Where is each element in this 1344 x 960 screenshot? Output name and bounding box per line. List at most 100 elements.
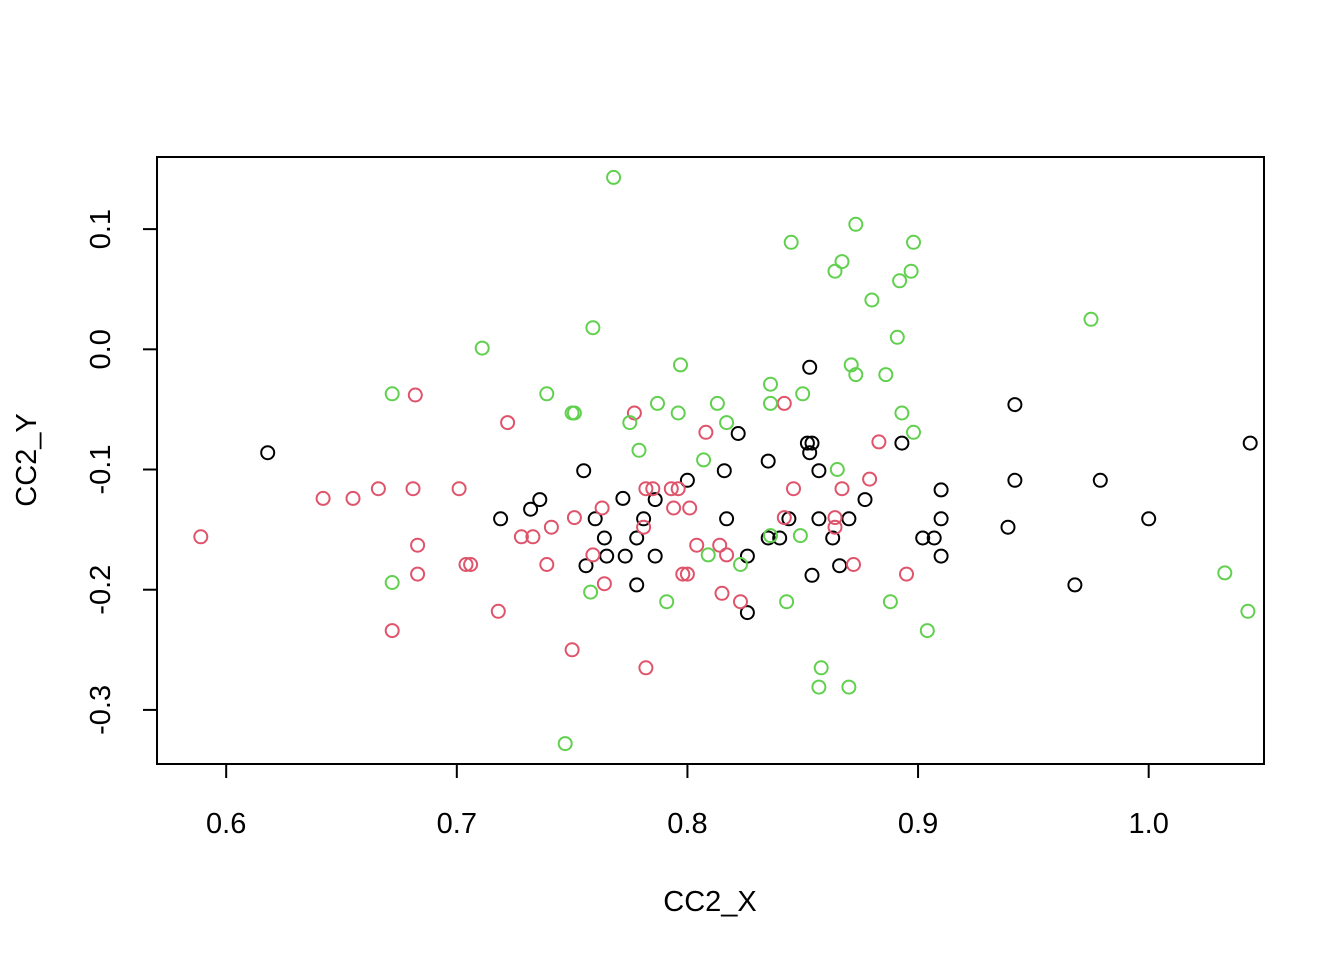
x-tick-label: 0.6	[206, 808, 246, 840]
data-point-group-1	[857, 492, 873, 508]
y-axis-label: CC2_Y	[11, 413, 43, 507]
x-tick-label: 0.8	[667, 808, 707, 840]
data-point-group-1	[576, 463, 592, 479]
data-point-group-1	[617, 548, 633, 564]
data-point-group-2	[663, 481, 679, 497]
data-point-group-1	[719, 511, 735, 527]
data-point-group-1	[716, 463, 732, 479]
data-point-group-2	[345, 490, 361, 506]
data-point-group-1	[260, 445, 276, 461]
data-point-group-2	[490, 603, 506, 619]
data-point-group-2	[566, 510, 582, 526]
data-point-group-3	[631, 442, 647, 458]
data-point-group-3	[673, 357, 688, 373]
data-point-group-1	[629, 577, 645, 593]
data-point-group-2	[564, 642, 580, 658]
y-tick-label: -0.2	[85, 565, 117, 615]
data-point-group-1	[1067, 577, 1083, 593]
data-point-group-1	[615, 490, 631, 506]
data-point-group-2	[645, 481, 661, 497]
data-point-group-3	[763, 528, 778, 544]
data-point-group-1	[825, 530, 841, 546]
data-point-group-3	[811, 679, 827, 695]
data-point-group-3	[566, 405, 582, 421]
data-point-group-1	[841, 511, 857, 527]
data-point-group-1	[804, 435, 820, 451]
data-point-group-3	[827, 263, 843, 279]
data-point-group-1	[1141, 511, 1157, 527]
data-point-group-1	[1242, 435, 1258, 451]
data-point-group-3	[733, 557, 748, 572]
data-point-group-2	[827, 519, 843, 535]
data-point-group-3	[1083, 311, 1099, 327]
data-point-group-3	[709, 395, 725, 411]
data-point-group-3	[829, 462, 845, 477]
y-tick-label: -0.3	[85, 685, 117, 735]
data-point-group-1	[1092, 472, 1108, 488]
data-point-group-3	[1240, 603, 1256, 619]
data-point-group-3	[841, 679, 857, 695]
data-point-group-3	[848, 216, 864, 232]
data-point-group-1	[802, 445, 818, 461]
data-point-group-1	[739, 605, 755, 621]
data-point-group-2	[638, 660, 654, 676]
data-point-group-3	[919, 623, 935, 639]
data-point-group-1	[599, 548, 615, 564]
data-point-group-1	[647, 548, 663, 564]
data-point-group-2	[410, 566, 426, 582]
data-point-group-2	[410, 537, 426, 553]
data-point-group-3	[834, 254, 850, 270]
data-point-group-3	[622, 415, 638, 431]
data-point-group-1	[802, 359, 818, 375]
data-point-group-1	[1007, 472, 1023, 488]
points-layer	[193, 169, 1258, 752]
data-point-group-2	[596, 576, 612, 592]
data-point-group-2	[585, 547, 601, 563]
data-point-group-3	[384, 386, 400, 402]
data-point-group-3	[892, 273, 908, 289]
data-point-group-1	[636, 511, 652, 527]
data-point-group-2	[594, 500, 610, 516]
data-point-group-2	[513, 529, 529, 545]
data-point-group-2	[719, 547, 735, 563]
data-point-group-2	[776, 395, 792, 411]
data-point-group-3	[906, 234, 921, 250]
data-point-group-1	[1007, 397, 1023, 413]
data-point-group-1	[915, 530, 931, 546]
data-point-group-1	[739, 548, 755, 564]
data-point-group-3	[583, 584, 599, 600]
data-point-group-3	[670, 405, 686, 421]
y-tick-label: 0.0	[85, 329, 117, 369]
data-point-group-3	[719, 415, 735, 431]
data-point-group-3	[539, 386, 555, 402]
data-point-group-1	[933, 482, 949, 498]
data-point-group-2	[689, 537, 705, 553]
data-point-group-2	[682, 500, 698, 516]
data-point-group-2	[871, 434, 887, 450]
data-point-group-3	[557, 736, 573, 752]
data-point-group-3	[813, 660, 829, 676]
data-point-group-2	[463, 557, 479, 572]
data-point-group-3	[906, 424, 921, 440]
data-point-group-1	[760, 530, 776, 546]
data-point-group-2	[675, 566, 691, 582]
y-tick-label: -0.1	[85, 445, 117, 495]
data-point-group-3	[696, 452, 712, 468]
data-point-group-3	[384, 575, 400, 590]
data-point-group-3	[763, 395, 778, 411]
data-point-group-2	[500, 415, 516, 431]
data-point-group-1	[772, 530, 788, 546]
data-point-group-2	[539, 557, 555, 572]
data-point-group-3	[889, 329, 905, 345]
data-point-group-2	[679, 566, 695, 582]
data-point-group-1	[933, 548, 949, 564]
data-point-group-1	[587, 511, 603, 527]
x-axis: 0.6 0.7 0.8 0.9 1.0	[206, 763, 1169, 840]
x-tick-label: 0.7	[437, 808, 477, 840]
data-point-group-3	[878, 367, 894, 383]
data-point-group-1	[811, 463, 827, 479]
data-point-group-2	[451, 481, 467, 497]
data-point-group-2	[733, 594, 748, 610]
data-point-group-3	[1217, 565, 1233, 581]
data-point-group-2	[666, 500, 682, 516]
